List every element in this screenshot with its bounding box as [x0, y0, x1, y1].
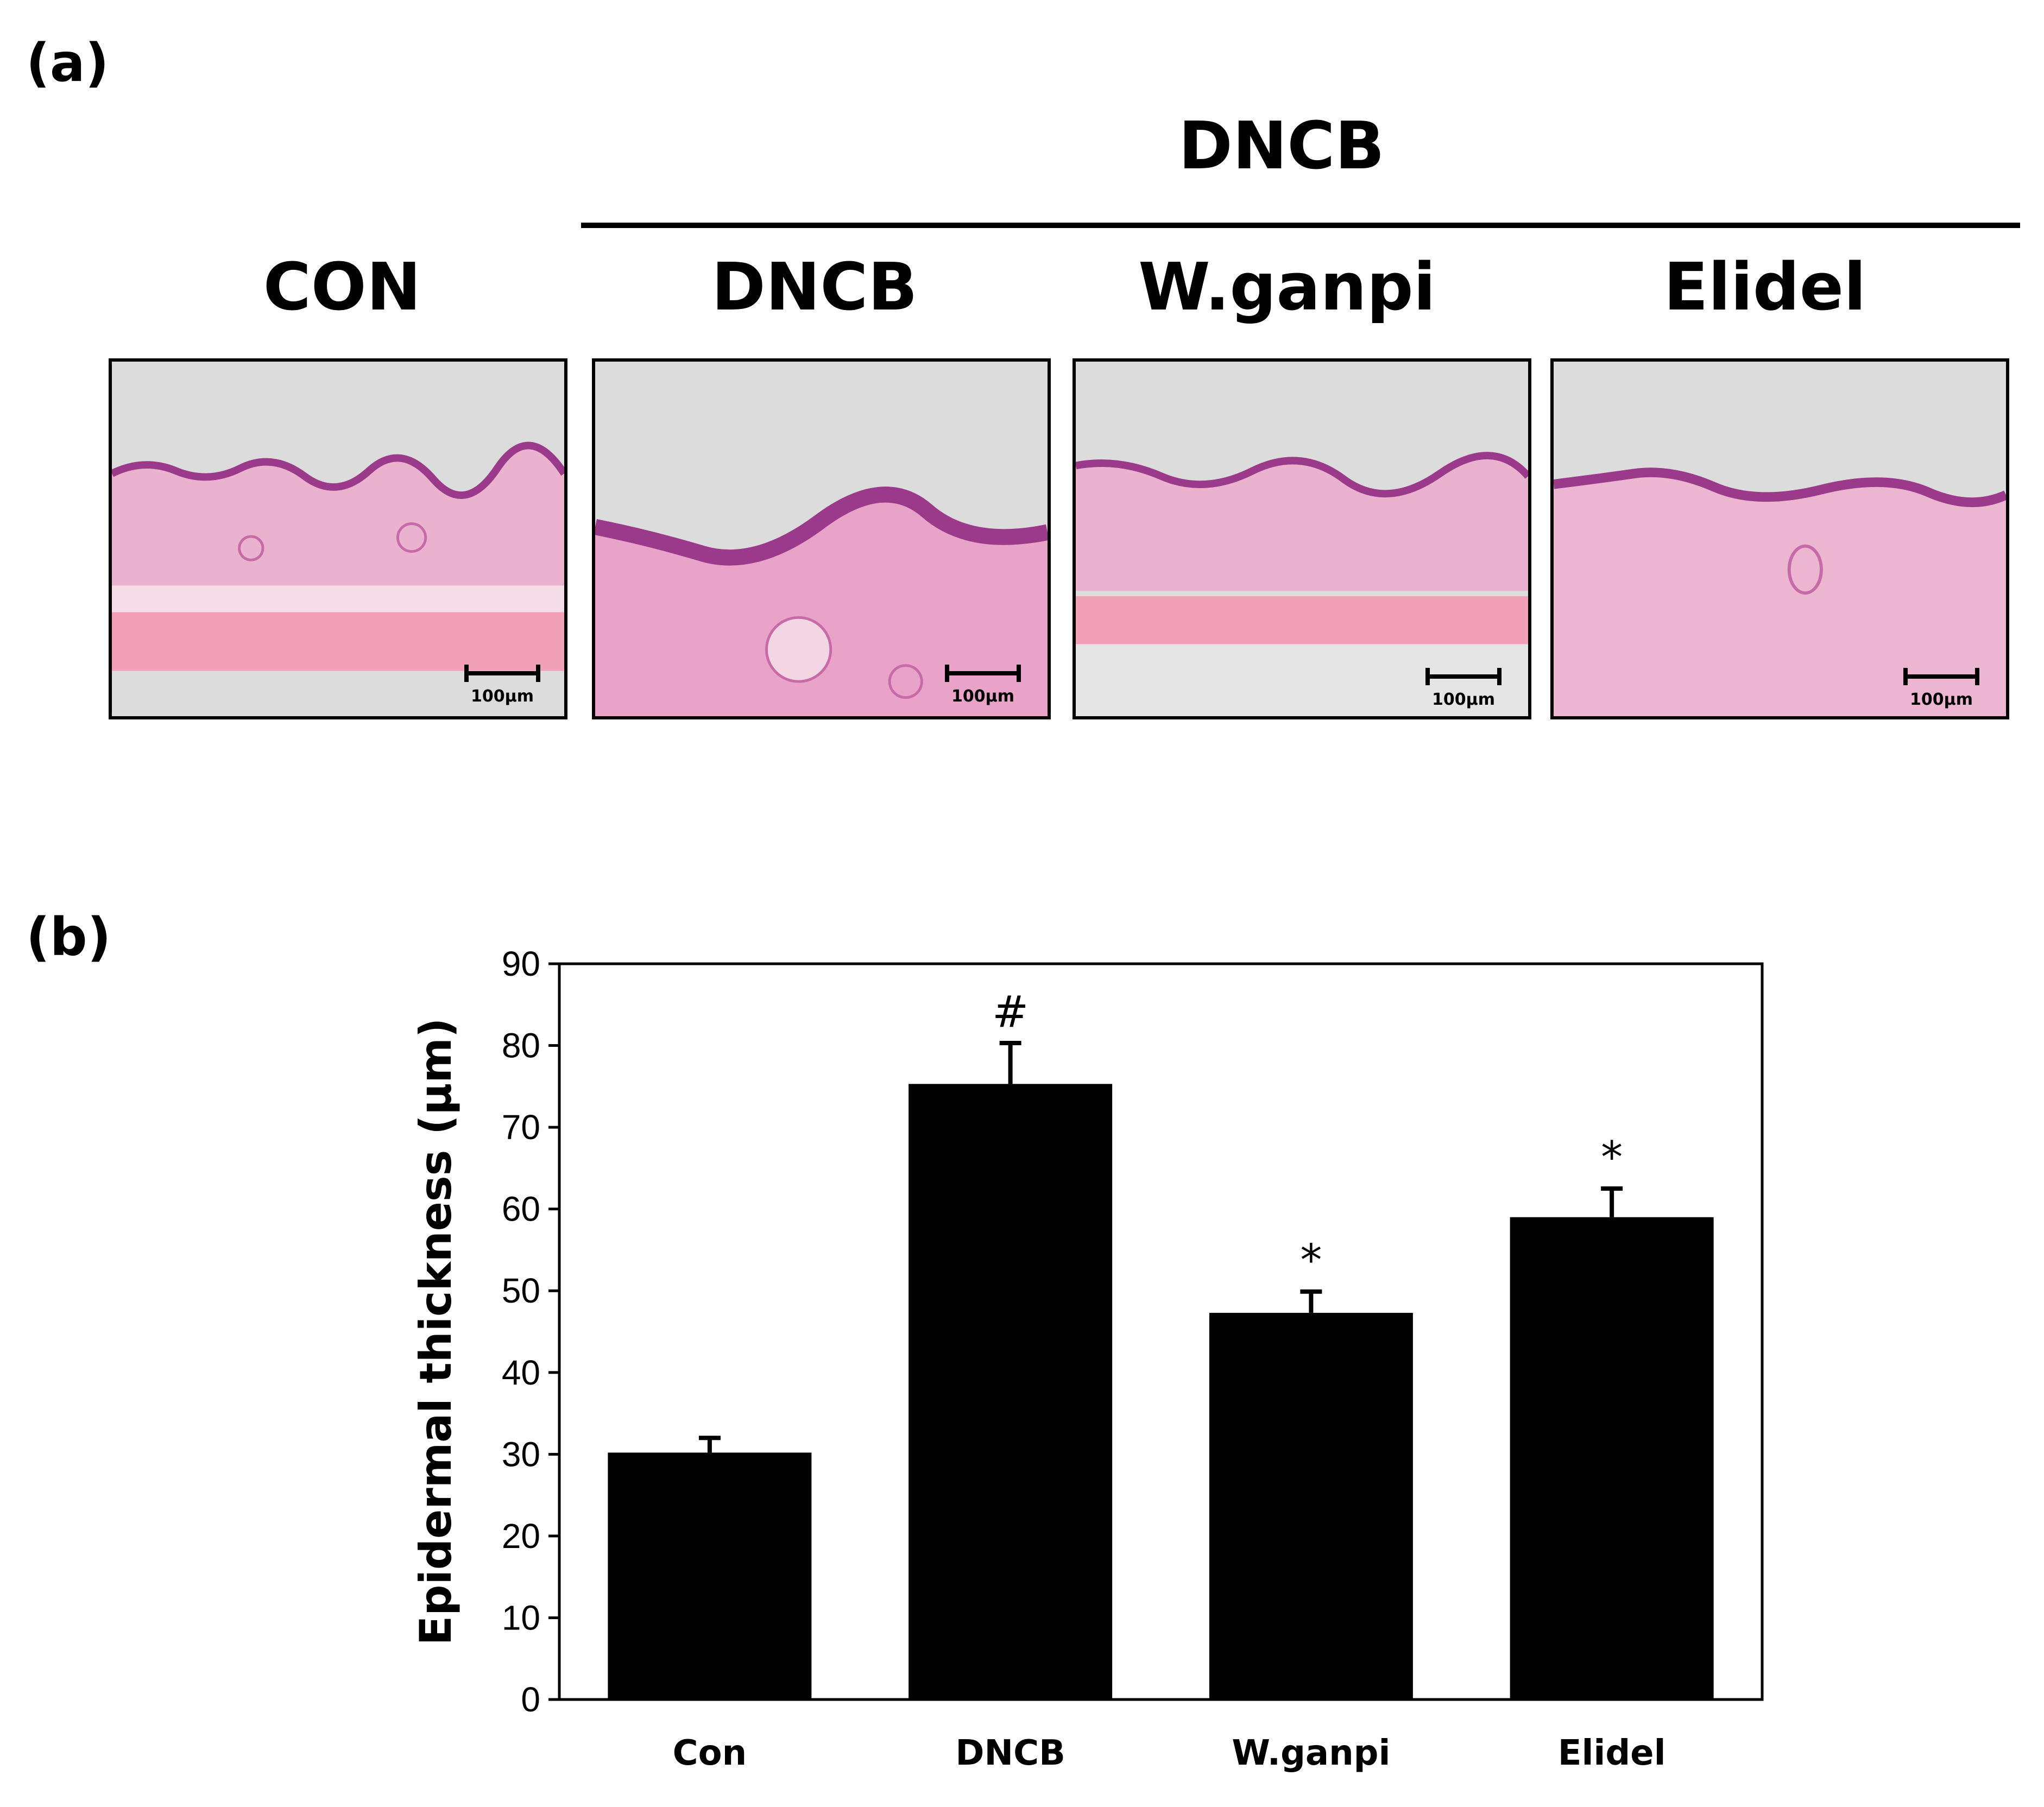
- micrograph-con-image: [112, 362, 564, 716]
- y-tick-label: 0: [521, 1680, 540, 1719]
- y-tick-label: 20: [502, 1517, 540, 1556]
- bar-dncb: [909, 1084, 1113, 1699]
- micrograph-con: [109, 358, 567, 719]
- scale-label-wganpi: 100μm: [1432, 690, 1495, 709]
- x-category-label: DNCB: [955, 1733, 1065, 1773]
- y-tick-label: 50: [502, 1271, 540, 1310]
- column-title-elidel: Elidel: [1663, 250, 1866, 325]
- column-title-dncb: DNCB: [711, 250, 918, 325]
- scale-bar-elidel: [1903, 668, 1979, 685]
- bar-w-ganpi: [1209, 1312, 1413, 1699]
- y-axis-label: Epidermal thickness (μm): [411, 1018, 461, 1646]
- panel-b-label: (b): [26, 907, 111, 968]
- y-tick-label: 60: [502, 1190, 540, 1229]
- x-category-label: W.ganpi: [1232, 1733, 1390, 1773]
- panel-a-label: (a): [26, 33, 109, 93]
- y-tick-label: 80: [502, 1026, 540, 1065]
- scale-bar-dncb: [945, 665, 1021, 682]
- micrograph-elidel: [1550, 358, 2009, 719]
- bar-elidel: [1510, 1217, 1714, 1699]
- scale-bar-wganpi: [1425, 668, 1502, 685]
- plot-frame: [558, 962, 1764, 1701]
- bar-con: [608, 1452, 812, 1699]
- micrograph-dncb: [592, 358, 1051, 719]
- dncb-group-line: [581, 223, 2020, 228]
- y-tick-label: 40: [502, 1353, 540, 1392]
- micrograph-wganpi: [1073, 358, 1531, 719]
- significance-annotation: #: [992, 987, 1029, 1037]
- micrograph-wganpi-image: [1076, 362, 1528, 716]
- scale-label-dncb: 100μm: [951, 687, 1014, 706]
- y-tick-label: 70: [502, 1108, 540, 1147]
- significance-annotation: *: [1300, 1235, 1322, 1286]
- column-title-con: CON: [263, 250, 421, 325]
- column-title-wganpi: W.ganpi: [1138, 250, 1436, 325]
- y-tick-label: 10: [502, 1598, 540, 1637]
- micrograph-elidel-image: [1554, 362, 2006, 716]
- x-category-label: Elidel: [1558, 1733, 1666, 1773]
- scale-label-elidel: 100μm: [1910, 690, 1973, 709]
- significance-annotation: *: [1601, 1132, 1623, 1183]
- micrograph-dncb-image: [595, 362, 1048, 716]
- x-category-label: Con: [673, 1733, 747, 1773]
- scale-label-con: 100μm: [471, 687, 534, 706]
- dncb-group-title: DNCB: [1178, 109, 1385, 184]
- scale-bar-con: [464, 665, 540, 682]
- y-tick-label: 90: [502, 944, 540, 983]
- y-tick-label: 30: [502, 1435, 540, 1474]
